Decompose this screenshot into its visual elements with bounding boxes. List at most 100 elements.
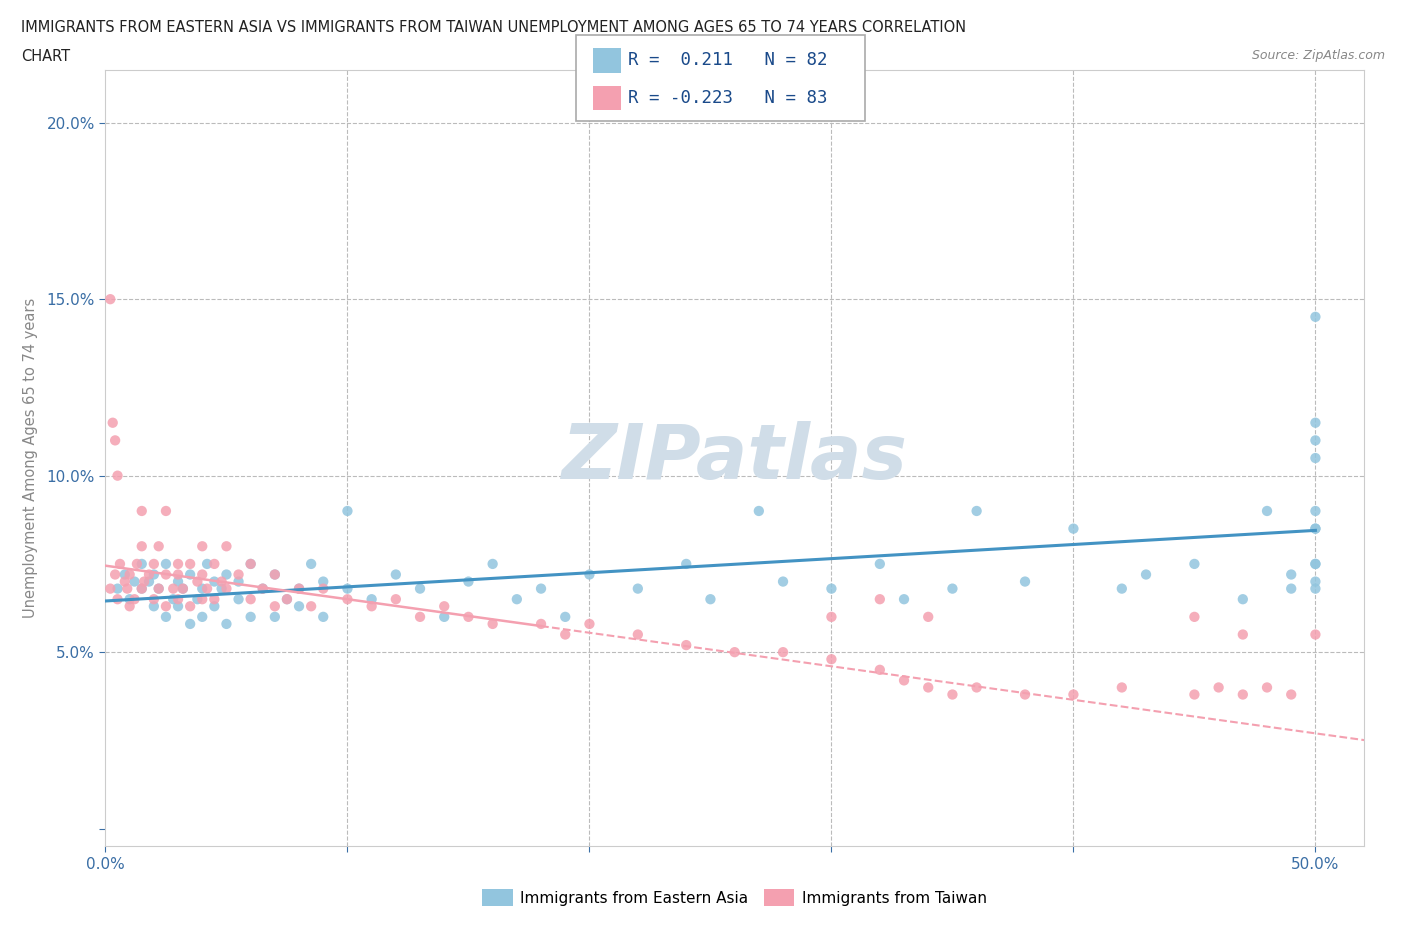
Point bbox=[893, 591, 915, 606]
Point bbox=[131, 581, 153, 596]
Point bbox=[288, 581, 311, 596]
Point bbox=[966, 680, 988, 695]
Legend: Immigrants from Eastern Asia, Immigrants from Taiwan: Immigrants from Eastern Asia, Immigrants… bbox=[477, 883, 993, 912]
Point bbox=[1184, 609, 1206, 624]
Point bbox=[1256, 680, 1278, 695]
Point bbox=[104, 567, 127, 582]
Point bbox=[675, 638, 697, 653]
Point bbox=[252, 581, 274, 596]
Point bbox=[1305, 451, 1327, 466]
Text: ZIPatlas: ZIPatlas bbox=[561, 421, 908, 495]
Point bbox=[772, 574, 794, 589]
Point bbox=[167, 567, 190, 582]
Point bbox=[820, 581, 842, 596]
Point bbox=[578, 617, 600, 631]
Point bbox=[1305, 627, 1327, 642]
Point bbox=[179, 599, 201, 614]
Point bbox=[1135, 567, 1157, 582]
Point bbox=[228, 567, 250, 582]
Point bbox=[215, 617, 238, 631]
Point bbox=[820, 609, 842, 624]
Point bbox=[239, 556, 262, 571]
Point bbox=[1256, 503, 1278, 518]
Point bbox=[228, 574, 250, 589]
Point bbox=[263, 599, 285, 614]
Point bbox=[167, 556, 190, 571]
Point bbox=[142, 556, 165, 571]
Point bbox=[941, 581, 963, 596]
Point bbox=[252, 581, 274, 596]
Point bbox=[288, 581, 311, 596]
Point bbox=[554, 627, 576, 642]
Point bbox=[299, 599, 322, 614]
Point bbox=[202, 556, 225, 571]
Point bbox=[1305, 433, 1327, 448]
Point bbox=[530, 617, 553, 631]
Point bbox=[1184, 687, 1206, 702]
Point bbox=[167, 599, 190, 614]
Point bbox=[433, 609, 456, 624]
Point bbox=[162, 581, 184, 596]
Point bbox=[118, 599, 141, 614]
Point bbox=[578, 567, 600, 582]
Point bbox=[1305, 521, 1327, 536]
Point bbox=[481, 556, 503, 571]
Point bbox=[1184, 556, 1206, 571]
Point bbox=[433, 599, 456, 614]
Point bbox=[409, 581, 432, 596]
Text: CHART: CHART bbox=[21, 49, 70, 64]
Point bbox=[155, 609, 177, 624]
Point bbox=[107, 468, 129, 483]
Point bbox=[211, 574, 233, 589]
Point bbox=[1279, 567, 1302, 582]
Point bbox=[1305, 310, 1327, 325]
Point bbox=[748, 503, 770, 518]
Point bbox=[1305, 581, 1327, 596]
Point bbox=[820, 652, 842, 667]
Point bbox=[195, 556, 218, 571]
Point bbox=[239, 609, 262, 624]
Point bbox=[1062, 687, 1084, 702]
Point bbox=[1232, 687, 1254, 702]
Point bbox=[1014, 574, 1036, 589]
Point bbox=[108, 556, 131, 571]
Point bbox=[917, 609, 939, 624]
Text: Source: ZipAtlas.com: Source: ZipAtlas.com bbox=[1251, 49, 1385, 62]
Point bbox=[155, 503, 177, 518]
Point bbox=[941, 687, 963, 702]
Point bbox=[148, 538, 170, 553]
Point bbox=[1062, 521, 1084, 536]
Point bbox=[699, 591, 721, 606]
Point bbox=[869, 591, 891, 606]
Point bbox=[1279, 581, 1302, 596]
Point bbox=[118, 591, 141, 606]
Point bbox=[1111, 680, 1133, 695]
Point bbox=[1014, 687, 1036, 702]
Point bbox=[1305, 556, 1327, 571]
Point bbox=[312, 609, 335, 624]
Point bbox=[772, 644, 794, 659]
Point bbox=[202, 591, 225, 606]
Text: R = -0.223   N = 83: R = -0.223 N = 83 bbox=[628, 88, 828, 107]
Point bbox=[131, 503, 153, 518]
Point bbox=[101, 416, 124, 431]
Point bbox=[124, 591, 146, 606]
Point bbox=[1232, 591, 1254, 606]
Point bbox=[385, 591, 408, 606]
Point bbox=[138, 574, 160, 589]
Point bbox=[186, 591, 208, 606]
Point bbox=[299, 556, 322, 571]
Point bbox=[276, 591, 298, 606]
Point bbox=[172, 581, 194, 596]
Point bbox=[506, 591, 529, 606]
Point bbox=[457, 609, 479, 624]
Point bbox=[627, 627, 650, 642]
Point bbox=[1305, 574, 1327, 589]
Point bbox=[360, 591, 382, 606]
Point bbox=[115, 581, 138, 596]
Point bbox=[276, 591, 298, 606]
Point bbox=[202, 599, 225, 614]
Point bbox=[675, 556, 697, 571]
Point bbox=[179, 617, 201, 631]
Point bbox=[1305, 521, 1327, 536]
